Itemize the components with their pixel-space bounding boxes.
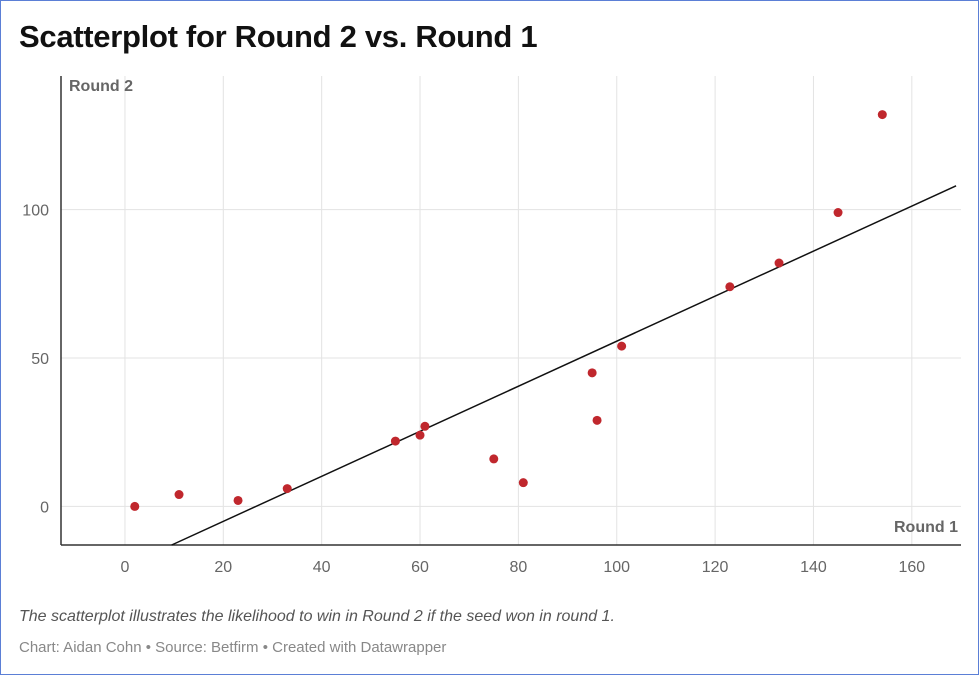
chart-description: The scatterplot illustrates the likeliho… bbox=[19, 608, 615, 625]
data-point bbox=[774, 258, 784, 268]
data-point bbox=[592, 415, 602, 425]
data-point bbox=[617, 341, 627, 351]
y-axis-ticks: 0 50 100 bbox=[22, 203, 49, 517]
data-point bbox=[725, 282, 735, 292]
x-tick-label: 140 bbox=[800, 559, 827, 576]
x-tick-label: 160 bbox=[898, 559, 925, 576]
y-tick-label: 100 bbox=[22, 203, 49, 220]
data-point bbox=[130, 501, 140, 511]
x-axis-ticks: 0 20 40 60 80 100 120 140 160 bbox=[120, 559, 925, 576]
data-point bbox=[282, 484, 292, 494]
data-point bbox=[833, 208, 843, 218]
data-points bbox=[130, 110, 887, 511]
x-axis-title: Round 1 bbox=[894, 519, 958, 536]
y-tick-label: 50 bbox=[31, 351, 49, 368]
data-point bbox=[415, 430, 425, 440]
data-point bbox=[877, 110, 887, 120]
y-tick-label: 0 bbox=[40, 499, 49, 516]
x-tick-label: 40 bbox=[313, 559, 331, 576]
data-point bbox=[233, 495, 243, 505]
x-tick-label: 120 bbox=[702, 559, 729, 576]
y-axis-title: Round 2 bbox=[69, 78, 133, 95]
x-tick-label: 0 bbox=[120, 559, 129, 576]
grid bbox=[61, 76, 961, 545]
x-tick-label: 60 bbox=[411, 559, 429, 576]
data-point bbox=[420, 421, 430, 431]
scatter-plot: 0 20 40 60 80 100 120 140 160 0 50 100 Round 2 Rou… bbox=[22, 76, 961, 576]
chart-footer: Chart: Aidan Cohn • Source: Betfirm • Cr… bbox=[19, 639, 447, 656]
data-point bbox=[518, 478, 528, 488]
x-tick-label: 100 bbox=[603, 559, 630, 576]
data-point bbox=[587, 368, 597, 378]
data-point bbox=[174, 490, 184, 500]
data-point bbox=[390, 436, 400, 446]
chart-title: Scatterplot for Round 2 vs. Round 1 bbox=[19, 19, 538, 54]
x-tick-label: 20 bbox=[214, 559, 232, 576]
data-point bbox=[489, 454, 499, 464]
x-tick-label: 80 bbox=[509, 559, 527, 576]
trendline bbox=[171, 185, 957, 546]
